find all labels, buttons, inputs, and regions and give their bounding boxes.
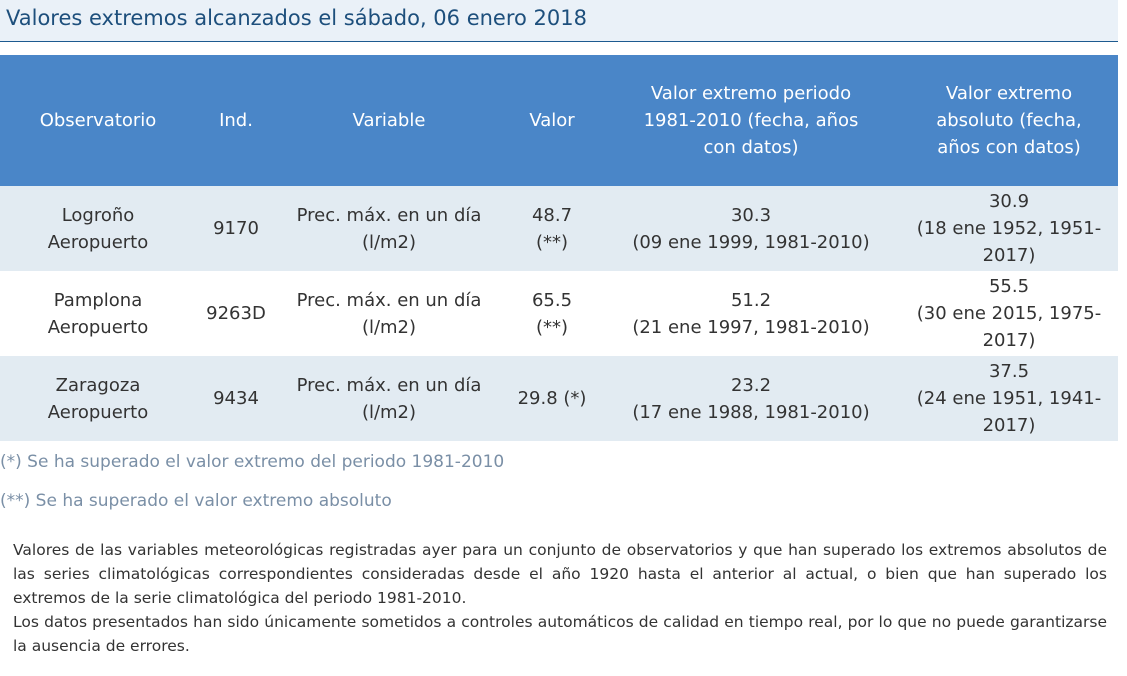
- cell-variable: Prec. máx. en un día (l/m2): [276, 356, 502, 441]
- cell-valor: 65.5 (**): [502, 271, 602, 356]
- absoluto-fecha: (24 ene 1951, 1941-2017): [916, 388, 1102, 436]
- description-text: Valores de las variables meteorológicas …: [13, 538, 1107, 658]
- extremes-table: Observatorio Ind. Variable Valor Valor e…: [0, 55, 1118, 441]
- cell-variable: Prec. máx. en un día (l/m2): [276, 271, 502, 356]
- cell-observatorio: Pamplona Aeropuerto: [0, 271, 196, 356]
- periodo-fecha: (21 ene 1997, 1981-2010): [632, 316, 870, 338]
- cell-absoluto: 30.9 (18 ene 1952, 1951-2017): [900, 186, 1118, 271]
- cell-ind: 9170: [196, 186, 276, 271]
- header-ind: Ind.: [196, 55, 276, 186]
- header-periodo: Valor extremo periodo 1981-2010 (fecha, …: [602, 55, 900, 186]
- absoluto-fecha: (18 ene 1952, 1951-2017): [916, 218, 1102, 266]
- cell-observatorio: Zaragoza Aeropuerto: [0, 356, 196, 441]
- header-absoluto: Valor extremo absoluto (fecha, años con …: [900, 55, 1118, 186]
- absoluto-valor: 30.9: [988, 191, 1030, 212]
- table-row: Pamplona Aeropuerto 9263D Prec. máx. en …: [0, 271, 1118, 356]
- periodo-fecha: (17 ene 1988, 1981-2010): [632, 401, 870, 423]
- periodo-valor: 30.3: [730, 204, 772, 226]
- cell-variable: Prec. máx. en un día (l/m2): [276, 186, 502, 271]
- cell-periodo: 51.2 (21 ene 1997, 1981-2010): [602, 271, 900, 356]
- description-paragraph: Valores de las variables meteorológicas …: [13, 541, 1107, 607]
- header-observatorio: Observatorio: [0, 55, 196, 186]
- description-paragraph: Los datos presentados han sido únicament…: [13, 613, 1107, 655]
- cell-observatorio: Logroño Aeropuerto: [0, 186, 196, 271]
- cell-absoluto: 37.5 (24 ene 1951, 1941-2017): [900, 356, 1118, 441]
- footnote-double-asterisk: (**) Se ha superado el valor extremo abs…: [0, 491, 392, 511]
- cell-periodo: 30.3 (09 ene 1999, 1981-2010): [602, 186, 900, 271]
- cell-ind: 9263D: [196, 271, 276, 356]
- absoluto-valor: 55.5: [988, 276, 1030, 297]
- cell-valor: 29.8 (*): [502, 356, 602, 441]
- periodo-valor: 23.2: [730, 374, 772, 396]
- header-variable: Variable: [276, 55, 502, 186]
- header-valor: Valor: [502, 55, 602, 186]
- footnote-single-asterisk: (*) Se ha superado el valor extremo del …: [0, 452, 505, 472]
- cell-valor: 48.7 (**): [502, 186, 602, 271]
- periodo-valor: 51.2: [730, 289, 772, 311]
- page-title: Valores extremos alcanzados el sábado, 0…: [6, 6, 587, 30]
- cell-ind: 9434: [196, 356, 276, 441]
- table-header-row: Observatorio Ind. Variable Valor Valor e…: [0, 55, 1118, 186]
- periodo-fecha: (09 ene 1999, 1981-2010): [632, 231, 870, 253]
- absoluto-fecha: (30 ene 2015, 1975-2017): [916, 303, 1102, 351]
- absoluto-valor: 37.5: [988, 361, 1030, 382]
- table-row: Zaragoza Aeropuerto 9434 Prec. máx. en u…: [0, 356, 1118, 441]
- title-bar: Valores extremos alcanzados el sábado, 0…: [0, 0, 1118, 42]
- table-row: Logroño Aeropuerto 9170 Prec. máx. en un…: [0, 186, 1118, 271]
- cell-absoluto: 55.5 (30 ene 2015, 1975-2017): [900, 271, 1118, 356]
- cell-periodo: 23.2 (17 ene 1988, 1981-2010): [602, 356, 900, 441]
